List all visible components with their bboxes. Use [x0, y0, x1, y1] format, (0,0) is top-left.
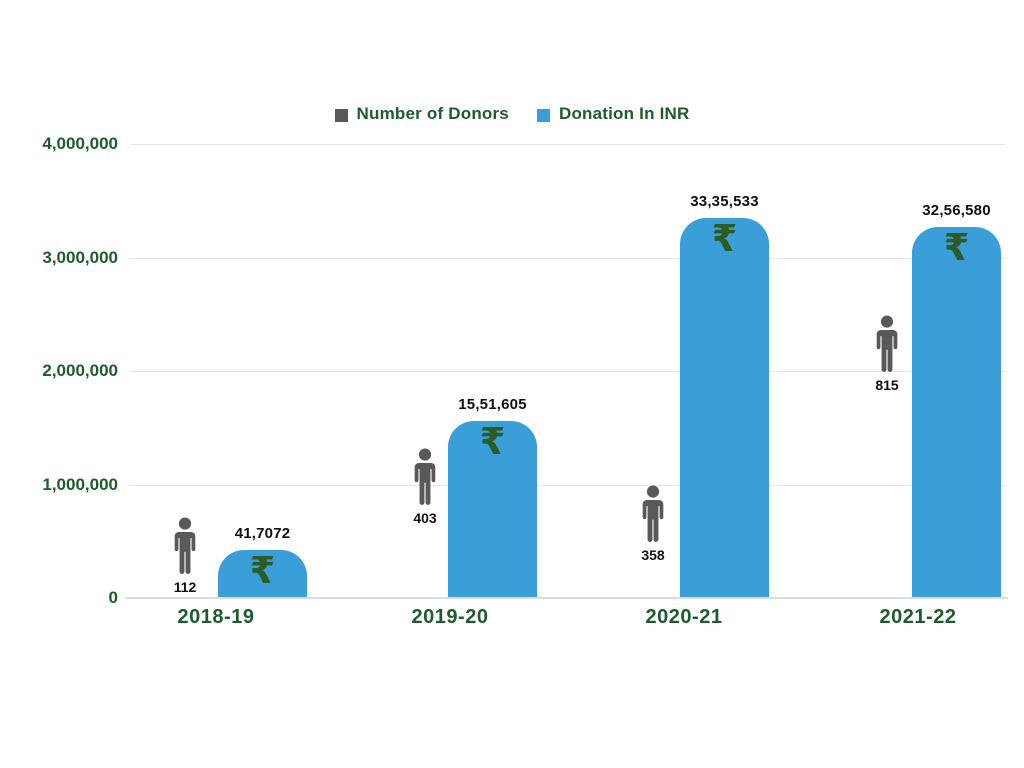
donation-bar: ₹: [912, 227, 1001, 597]
plot-area: 4,000,000 3,000,000 2,000,000 1,000,000 …: [0, 134, 1024, 628]
gridline: [130, 144, 1006, 145]
donation-value-label: 32,56,580: [922, 202, 991, 219]
rupee-icon: ₹: [943, 226, 970, 269]
donation-value-label: 41,7072: [234, 525, 291, 542]
legend-label-donors: Number of Donors: [356, 104, 509, 123]
donor-count-label: 815: [875, 377, 899, 393]
y-axis-tick-label: 4,000,000: [42, 134, 118, 153]
person-icon: [872, 315, 902, 375]
donation-value-label: 15,51,605: [458, 396, 527, 413]
legend-label-donation: Donation In INR: [558, 104, 690, 123]
category-label: 2020-21: [645, 606, 723, 628]
y-axis-tick-label: 0: [108, 588, 118, 607]
gridline: [130, 371, 1006, 372]
gridline: [130, 257, 1006, 259]
legend-item-donors: Number of Donors: [334, 104, 509, 124]
legend-item-donation: Donation In INR: [536, 104, 690, 124]
rupee-icon: ₹: [479, 420, 506, 463]
legend-swatch-donation-icon: [536, 108, 550, 122]
chart-legend: Number of Donors Donation In INR: [0, 104, 1024, 124]
gridline: [130, 484, 1006, 486]
donation-bar: ₹: [448, 421, 537, 597]
y-axis-tick-label: 2,000,000: [42, 361, 118, 380]
rupee-icon: ₹: [249, 549, 276, 592]
person-icon: [170, 517, 200, 577]
donation-bar: ₹: [218, 550, 307, 597]
donor-count-label: 403: [413, 510, 437, 526]
rupee-icon: ₹: [711, 217, 738, 260]
donor-count-label: 112: [173, 579, 197, 595]
category-label: 2018-19: [177, 606, 255, 628]
donor-count-label: 358: [641, 547, 665, 563]
y-axis-tick-label: 1,000,000: [42, 474, 118, 494]
donation-bar: ₹: [680, 218, 769, 597]
x-axis-baseline: [126, 597, 1008, 599]
category-label: 2019-20: [411, 606, 489, 628]
legend-swatch-donors-icon: [334, 108, 348, 122]
donation-value-label: 33,35,533: [690, 193, 759, 210]
category-label: 2021-22: [879, 606, 957, 628]
person-icon: [638, 485, 668, 545]
y-axis-tick-label: 3,000,000: [42, 247, 118, 267]
person-icon: [410, 448, 440, 508]
